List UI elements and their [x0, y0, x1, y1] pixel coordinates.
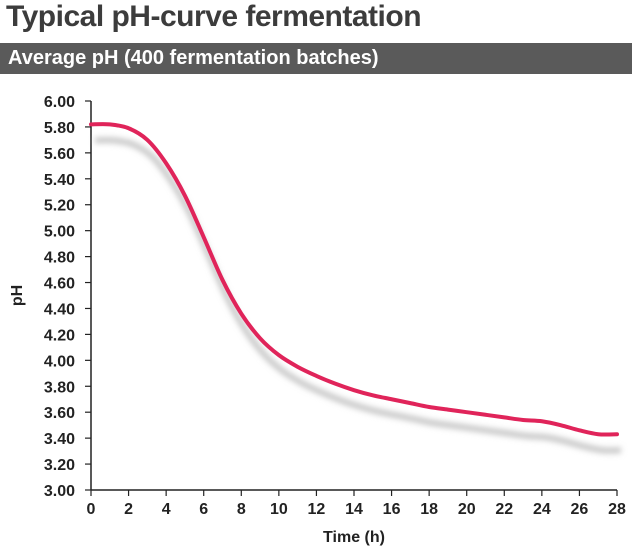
y-tick-label: 6.00: [44, 94, 75, 111]
x-tick-label: 2: [124, 501, 133, 518]
y-tick-label: 5.20: [44, 198, 75, 215]
subtitle-bar: Average pH (400 fermentation batches): [0, 43, 632, 74]
y-tick-label: 4.40: [44, 301, 75, 318]
x-tick-label: 0: [87, 501, 96, 518]
x-tick-label: 8: [237, 501, 246, 518]
data-point: [577, 428, 581, 432]
y-tick-label: 3.00: [44, 483, 75, 500]
data-point: [108, 122, 112, 126]
data-point: [446, 408, 450, 412]
y-tick-label: 4.00: [44, 353, 75, 370]
x-tick-label: 18: [420, 501, 438, 518]
x-tick-label: 28: [608, 501, 626, 518]
data-point: [127, 126, 131, 130]
x-tick-label: 12: [308, 501, 326, 518]
x-axis-title: Time (h): [323, 529, 385, 546]
x-tick-label: 22: [495, 501, 513, 518]
x-tick-label: 20: [458, 501, 476, 518]
x-tick-label: 6: [199, 501, 208, 518]
data-point: [596, 432, 600, 436]
x-tick-label: 14: [345, 501, 363, 518]
y-tick-label: 3.20: [44, 457, 75, 474]
y-tick-label: 4.20: [44, 327, 75, 344]
data-point: [352, 388, 356, 392]
page-title: Typical pH-curve fermentation: [6, 0, 422, 33]
x-tick-label: 24: [533, 501, 551, 518]
y-tick-label: 4.60: [44, 276, 75, 293]
data-point: [183, 194, 187, 198]
y-tick-label: 3.40: [44, 431, 75, 448]
data-point: [202, 235, 206, 239]
data-point: [89, 122, 93, 126]
data-point: [258, 336, 262, 340]
data-point: [390, 397, 394, 401]
y-tick-label: 5.80: [44, 120, 75, 137]
y-axis-title: pH: [9, 285, 26, 306]
data-point: [145, 138, 149, 142]
data-point: [465, 410, 469, 414]
data-point: [277, 353, 281, 357]
data-point: [371, 393, 375, 397]
data-point: [314, 374, 318, 378]
data-point: [408, 401, 412, 405]
series-shadow: [94, 137, 622, 454]
data-point: [221, 278, 225, 282]
x-tick-label: 26: [571, 501, 589, 518]
chart-subtitle: Average pH (400 fermentation batches): [8, 47, 379, 69]
data-point: [615, 432, 619, 436]
data-point: [521, 418, 525, 422]
data-point: [164, 161, 168, 165]
data-point: [484, 413, 488, 417]
data-point: [333, 382, 337, 386]
x-axis-ticks: 0 2 4 6 8 10 12 14 16 18 20 22 24 26 28: [87, 490, 626, 518]
y-tick-label: 5.40: [44, 172, 75, 189]
data-point: [296, 365, 300, 369]
y-tick-label: 3.60: [44, 405, 75, 422]
data-point: [427, 405, 431, 409]
x-tick-label: 4: [162, 501, 171, 518]
data-point: [239, 312, 243, 316]
data-point: [502, 415, 506, 419]
y-tick-label: 4.80: [44, 250, 75, 267]
y-axis-ticks: 3.00 3.20 3.40 3.60 3.80 4.00 4.20 4.40 4.60 4.80…: [44, 94, 91, 500]
y-tick-label: 5.60: [44, 146, 75, 163]
data-point: [559, 423, 563, 427]
y-tick-label: 3.80: [44, 379, 75, 396]
x-tick-label: 16: [383, 501, 401, 518]
x-tick-label: 10: [270, 501, 288, 518]
series-line-ph: [89, 122, 619, 437]
data-point: [540, 419, 544, 423]
y-tick-label: 5.00: [44, 224, 75, 241]
